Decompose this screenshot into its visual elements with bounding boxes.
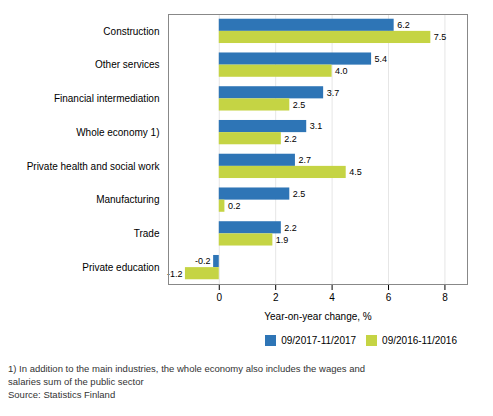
html-text:Source: Statistics Finland: Source: Statistics Finland bbox=[8, 389, 116, 400]
svg-text:Private education: Private education bbox=[82, 262, 159, 273]
svg-text:2.5: 2.5 bbox=[293, 100, 306, 110]
html-text:09/2017-11/2017: 09/2017-11/2017 bbox=[281, 335, 357, 346]
svg-text:Manufacturing: Manufacturing bbox=[96, 194, 159, 205]
svg-text:2.2: 2.2 bbox=[284, 134, 297, 144]
html-text:salaries sum of the public sec: salaries sum of the public sector bbox=[8, 376, 144, 387]
svg-text:Other services: Other services bbox=[95, 59, 159, 70]
svg-text:2.5: 2.5 bbox=[293, 189, 306, 199]
svg-text:5.4: 5.4 bbox=[375, 54, 388, 64]
svg-text:Year-on-year change, %: Year-on-year change, % bbox=[264, 311, 372, 322]
svg-text:-1.2: -1.2 bbox=[167, 269, 183, 279]
svg-text:4.0: 4.0 bbox=[335, 66, 348, 76]
svg-text:0: 0 bbox=[216, 292, 222, 303]
html-text:1) In addition to the main ind: 1) In addition to the main industries, t… bbox=[8, 363, 365, 374]
svg-text:Financial intermediation: Financial intermediation bbox=[54, 93, 160, 104]
svg-text:3.7: 3.7 bbox=[327, 88, 340, 98]
svg-text:2.2: 2.2 bbox=[284, 223, 297, 233]
svg-text:1.9: 1.9 bbox=[276, 235, 289, 245]
svg-text:Private health and social work: Private health and social work bbox=[27, 161, 161, 172]
svg-text:6.2: 6.2 bbox=[397, 20, 410, 30]
svg-text:-0.2: -0.2 bbox=[195, 256, 211, 266]
svg-text:3.1: 3.1 bbox=[310, 121, 323, 131]
svg-text:7.5: 7.5 bbox=[434, 32, 447, 42]
svg-text:6: 6 bbox=[386, 292, 392, 303]
svg-text:4: 4 bbox=[329, 292, 335, 303]
svg-text:Whole economy 1): Whole economy 1) bbox=[76, 127, 159, 138]
svg-text:Construction: Construction bbox=[103, 26, 159, 37]
svg-text:0.2: 0.2 bbox=[228, 201, 241, 211]
html-text:09/2016-11/2016: 09/2016-11/2016 bbox=[382, 335, 457, 346]
svg-text:2.7: 2.7 bbox=[298, 155, 311, 165]
svg-text:8: 8 bbox=[442, 292, 448, 303]
svg-text:2: 2 bbox=[273, 292, 279, 303]
svg-text:Trade: Trade bbox=[134, 228, 160, 239]
svg-text:4.5: 4.5 bbox=[349, 167, 362, 177]
